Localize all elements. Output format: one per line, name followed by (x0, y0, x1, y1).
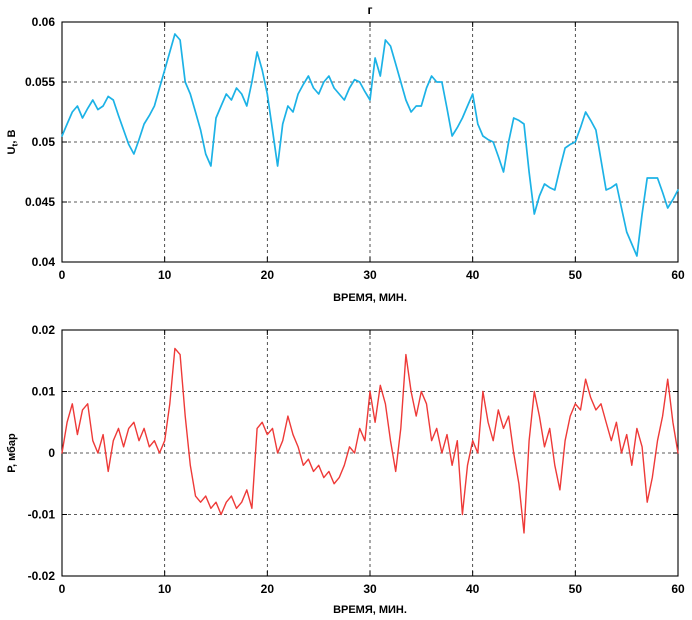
x-tick-label: 20 (261, 268, 275, 282)
gridlines (62, 330, 678, 576)
x-tick-label: 30 (363, 582, 377, 596)
y-tick-label: 0.06 (32, 15, 56, 29)
gridlines (62, 22, 678, 262)
x-axis-label: ВРЕМЯ, МИН. (333, 604, 407, 616)
x-tick-label: 10 (158, 268, 172, 282)
series-line (61, 33, 679, 257)
x-tick-label: 40 (466, 268, 480, 282)
y-tick-label: -0.01 (28, 508, 56, 522)
y-axis-label: Р, мбар (6, 433, 18, 473)
x-tick-label: 40 (466, 582, 480, 596)
y-tick-label: -0.02 (28, 569, 56, 583)
chart-title: г (368, 3, 373, 17)
x-tick-label: 0 (59, 582, 66, 596)
x-tick-label: 10 (158, 582, 172, 596)
x-tick-label: 50 (569, 582, 583, 596)
y-tick-label: 0.01 (32, 385, 56, 399)
y-tick-label: 0.02 (32, 323, 56, 337)
y-tick-label: 0.045 (25, 195, 55, 209)
x-tick-label: 60 (671, 268, 685, 282)
y-tick-label: 0.05 (32, 135, 56, 149)
tick-marks (61, 329, 679, 577)
x-tick-label: 60 (671, 582, 685, 596)
x-tick-label: 30 (363, 268, 377, 282)
x-tick-label: 20 (261, 582, 275, 596)
tick-marks (61, 21, 679, 263)
x-axis-label: ВРЕМЯ, МИН. (333, 292, 407, 304)
x-tick-label: 50 (569, 268, 583, 282)
series-line (61, 347, 679, 534)
y-tick-label: 0.04 (32, 255, 56, 269)
x-tick-label: 0 (59, 268, 66, 282)
y-axis-label: Ut, В (6, 130, 20, 155)
y-tick-label: 0.055 (25, 75, 55, 89)
pressure-chart: 0 10 20 30 40 50 60 -0.02 -0.01 0 0.01 0.02 ВРЕМЯ, М… (6, 323, 685, 616)
y-tick-label: 0 (48, 446, 55, 460)
voltage-chart: 0 10 20 30 40 50 60 0.04 0.045 0.05 0.055 0.06 г ВРЕМ… (6, 3, 685, 304)
